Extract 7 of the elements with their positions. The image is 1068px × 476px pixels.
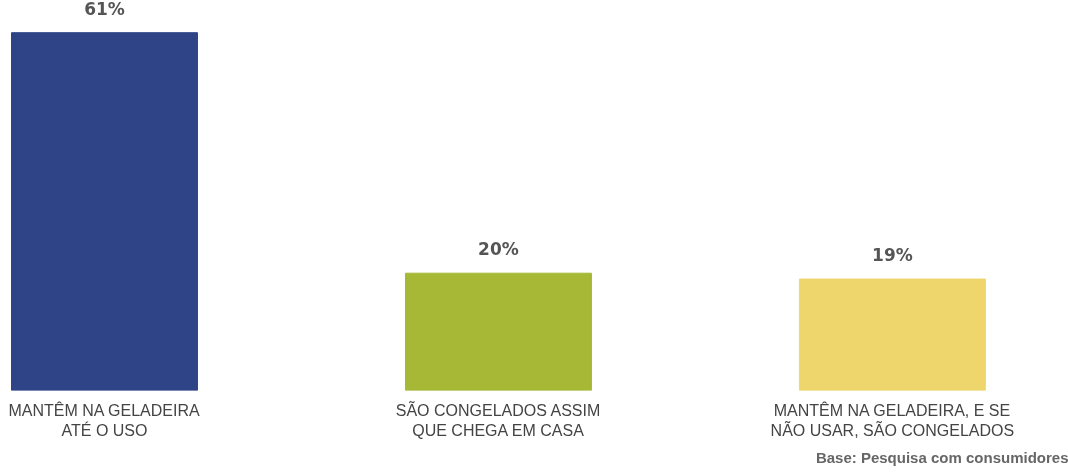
x-tick-label: MANTÊM NA GELADEIRA, E SE NÃO USAR, SÃO CONGELADOS [770, 400, 1015, 439]
data-label: 19% [872, 245, 913, 266]
data-label: 61% [84, 0, 125, 19]
x-tick-label: MANTÊM NA GELADEIRA ATÉ O USO [8, 400, 200, 439]
data-label: 20% [478, 239, 519, 260]
text: Base: Pesquisa com consumidores [815, 448, 1068, 466]
x-tick-label: SÃO CONGELADOS ASSIM QUE CHEGA EM CASA [395, 399, 601, 439]
